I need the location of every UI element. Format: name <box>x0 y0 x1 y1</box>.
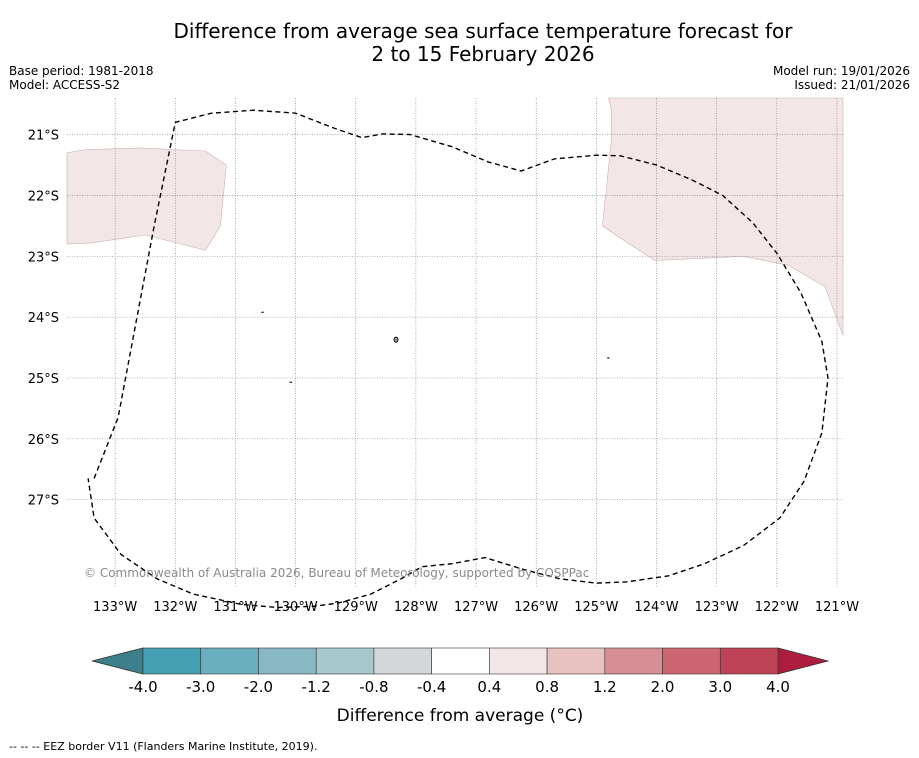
colorbar-label: Difference from average (°C) <box>337 706 584 726</box>
colorbar-label-unit: °C) <box>556 706 583 726</box>
henderson-island <box>393 336 399 343</box>
longitude-tick-label: 128°W <box>394 600 438 615</box>
latitude-tick-label: 25°S <box>28 372 59 387</box>
latitude-tick-label: 23°S <box>28 250 59 265</box>
colorbar-tick-label: 0.4 <box>477 678 501 696</box>
colorbar-tick-label: 1.2 <box>593 678 617 696</box>
longitude-tick-label: 127°W <box>454 600 498 615</box>
colorbar-tick-label: 4.0 <box>766 678 790 696</box>
colorbar-tick-label: -2.0 <box>244 678 273 696</box>
sst-anomaly-map-figure: 21°S 22°S 23°S 24°S 25°S 26°S 27°S 133°W 132°W 13… <box>28 97 859 726</box>
colorbar: -4.0 -3.0 -2.0 -1.2 -0.8 -0.4 0.4 0.8 1.2 2.0 3.0 4… <box>91 647 830 696</box>
latitude-tick-label: 22°S <box>28 189 59 204</box>
map-title-line-1: Difference from average sea surface temp… <box>173 19 793 43</box>
longitude-tick-label: 131°W <box>213 600 257 615</box>
longitude-tick-label: 125°W <box>574 600 618 615</box>
colorbar-under-extension <box>91 647 144 675</box>
longitude-tick-label: 129°W <box>334 600 378 615</box>
longitude-tick-label: 133°W <box>93 600 137 615</box>
colorbar-tick-label: 0.8 <box>535 678 559 696</box>
colorbar-segment <box>662 647 721 675</box>
colorbar-tick-label: -4.0 <box>128 678 157 696</box>
base-period-label: Base period: 1981-2018 <box>9 64 154 78</box>
colorbar-segment <box>142 647 202 675</box>
colorbar-tick-label: -3.0 <box>186 678 215 696</box>
longitude-tick-label: 126°W <box>514 600 558 615</box>
colorbar-tick-label: -1.2 <box>302 678 331 696</box>
model-run-label: Model run: 19/01/2026 <box>772 64 910 78</box>
longitude-tick-label: 123°W <box>695 600 739 615</box>
colorbar-over-extension <box>777 647 830 675</box>
model-label: Model: ACCESS-S2 <box>9 78 121 92</box>
colorbar-segment <box>604 647 663 675</box>
eez-border-line <box>87 109 829 609</box>
latitude-tick-label: 26°S <box>28 433 59 448</box>
anomaly-region-west <box>66 147 227 251</box>
longitude-tick-label: 122°W <box>755 600 799 615</box>
anomaly-region-east <box>602 97 844 336</box>
colorbar-tick-label: -0.8 <box>359 678 388 696</box>
map-area: 21°S 22°S 23°S 24°S 25°S 26°S 27°S 133°W 132°W 13… <box>28 97 859 615</box>
longitude-tick-label: 121°W <box>815 600 859 615</box>
issued-label: Issued: 21/01/2026 <box>794 78 910 92</box>
colorbar-tick-label: -0.4 <box>417 678 446 696</box>
colorbar-segment <box>315 647 375 675</box>
colorbar-segment <box>719 647 779 675</box>
colorbar-segment <box>489 647 548 675</box>
map-title-line-2: 2 to 15 February 2026 <box>371 42 595 66</box>
colorbar-label-main: Difference from average ( <box>337 706 557 726</box>
longitude-tick-label: 132°W <box>153 600 197 615</box>
colorbar-segment <box>373 647 432 675</box>
colorbar-segment <box>200 647 259 675</box>
longitude-tick-label: 124°W <box>634 600 678 615</box>
colorbar-segment <box>546 647 606 675</box>
colorbar-segment <box>258 647 317 675</box>
longitude-tick-label: 130°W <box>274 600 318 615</box>
colorbar-tick-label: 3.0 <box>708 678 732 696</box>
latitude-tick-label: 21°S <box>28 129 59 144</box>
colorbar-tick-label: 2.0 <box>651 678 675 696</box>
latitude-tick-label: 27°S <box>28 494 59 509</box>
copyright-notice: © Commonwealth of Australia 2026, Bureau… <box>84 566 589 580</box>
eez-border-footnote: -- -- -- EEZ border V11 (Flanders Marine… <box>9 740 318 753</box>
latitude-tick-label: 24°S <box>28 311 59 326</box>
colorbar-segment <box>431 647 490 675</box>
